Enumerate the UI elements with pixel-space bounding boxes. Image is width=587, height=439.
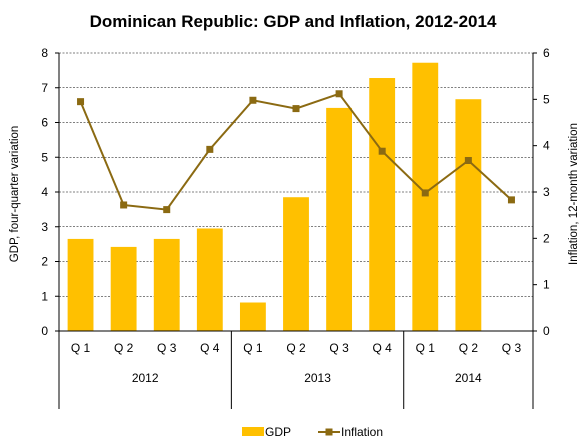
x-category-label: Q 3 [329, 341, 349, 355]
x-category-label: Q 1 [243, 341, 263, 355]
x-category-label: Q 2 [459, 341, 479, 355]
x-category-label: Q 1 [71, 341, 91, 355]
left-axis-ticks: 0 1 2 3 4 5 6 7 8 [41, 46, 59, 338]
gdp-bars [67, 62, 482, 332]
x-category-label: Q 3 [157, 341, 177, 355]
y-axis-label: GDP, four-quarter variation [9, 126, 21, 263]
y2-tick-label: 4 [543, 139, 550, 153]
inflation-marker [292, 105, 300, 113]
gdp-bar [412, 62, 439, 331]
y2-axis-label: Inflation, 12-month variation [568, 123, 580, 265]
x-category-label: Q 4 [373, 341, 393, 355]
x-category-label: Q 3 [502, 341, 522, 355]
x-year-label: 2014 [455, 371, 482, 385]
y-tick-label: 0 [41, 324, 48, 338]
y2-tick-label: 1 [543, 278, 550, 292]
y2-tick-label: 2 [543, 231, 550, 245]
chart-title: Dominican Republic: GDP and Inflation, 2… [90, 12, 497, 31]
y-tick-label: 2 [41, 255, 48, 269]
right-axis-ticks: 0 1 2 3 4 5 6 [533, 46, 550, 338]
inflation-marker [378, 147, 386, 155]
inflation-marker [120, 201, 128, 209]
gdp-bar [369, 78, 396, 332]
inflation-line-series [77, 90, 515, 214]
x-category-label: Q 2 [286, 341, 306, 355]
gdp-bar [196, 228, 223, 331]
y2-tick-label: 5 [543, 92, 550, 106]
x-category-label: Q 4 [200, 341, 220, 355]
gdp-bar [67, 238, 94, 331]
legend-inflation-label: Inflation [341, 425, 383, 439]
legend-inflation-marker [325, 428, 333, 436]
inflation-marker [77, 98, 85, 106]
legend-gdp-label: GDP [265, 425, 291, 439]
inflation-marker [421, 189, 429, 197]
x-category-label: Q 1 [416, 341, 436, 355]
y-tick-label: 4 [41, 185, 48, 199]
y2-tick-label: 0 [543, 324, 550, 338]
y2-tick-label: 6 [543, 46, 550, 60]
gdp-bar [283, 197, 309, 331]
gridlines [59, 52, 533, 297]
inflation-marker [206, 145, 214, 153]
x-category-label: Q 2 [114, 341, 134, 355]
legend: GDP Inflation [242, 425, 383, 439]
x-year-label: 2012 [132, 371, 159, 385]
gdp-bar [326, 107, 353, 331]
y-tick-label: 8 [41, 46, 48, 60]
inflation-marker [249, 96, 257, 104]
y-tick-label: 6 [41, 116, 48, 130]
legend-gdp-swatch [242, 427, 264, 436]
inflation-marker [163, 206, 171, 214]
gdp-bar [153, 238, 180, 331]
y2-tick-label: 3 [543, 185, 550, 199]
gdp-bar [239, 302, 266, 331]
y-tick-label: 5 [41, 150, 48, 164]
y-tick-label: 7 [41, 81, 48, 95]
inflation-marker [464, 156, 472, 164]
gdp-bar [455, 99, 482, 331]
gdp-bar [110, 246, 137, 331]
category-axis-labels: Q 1 Q 2 Q 3 Q 4 Q 1 Q 2 Q 3 Q 4 Q 1 Q 2 Q 3 2012 201… [58, 331, 534, 409]
y-tick-label: 3 [41, 220, 48, 234]
y-tick-label: 1 [41, 289, 48, 303]
x-year-label: 2013 [304, 371, 331, 385]
inflation-marker [507, 196, 515, 204]
inflation-marker [335, 90, 343, 98]
